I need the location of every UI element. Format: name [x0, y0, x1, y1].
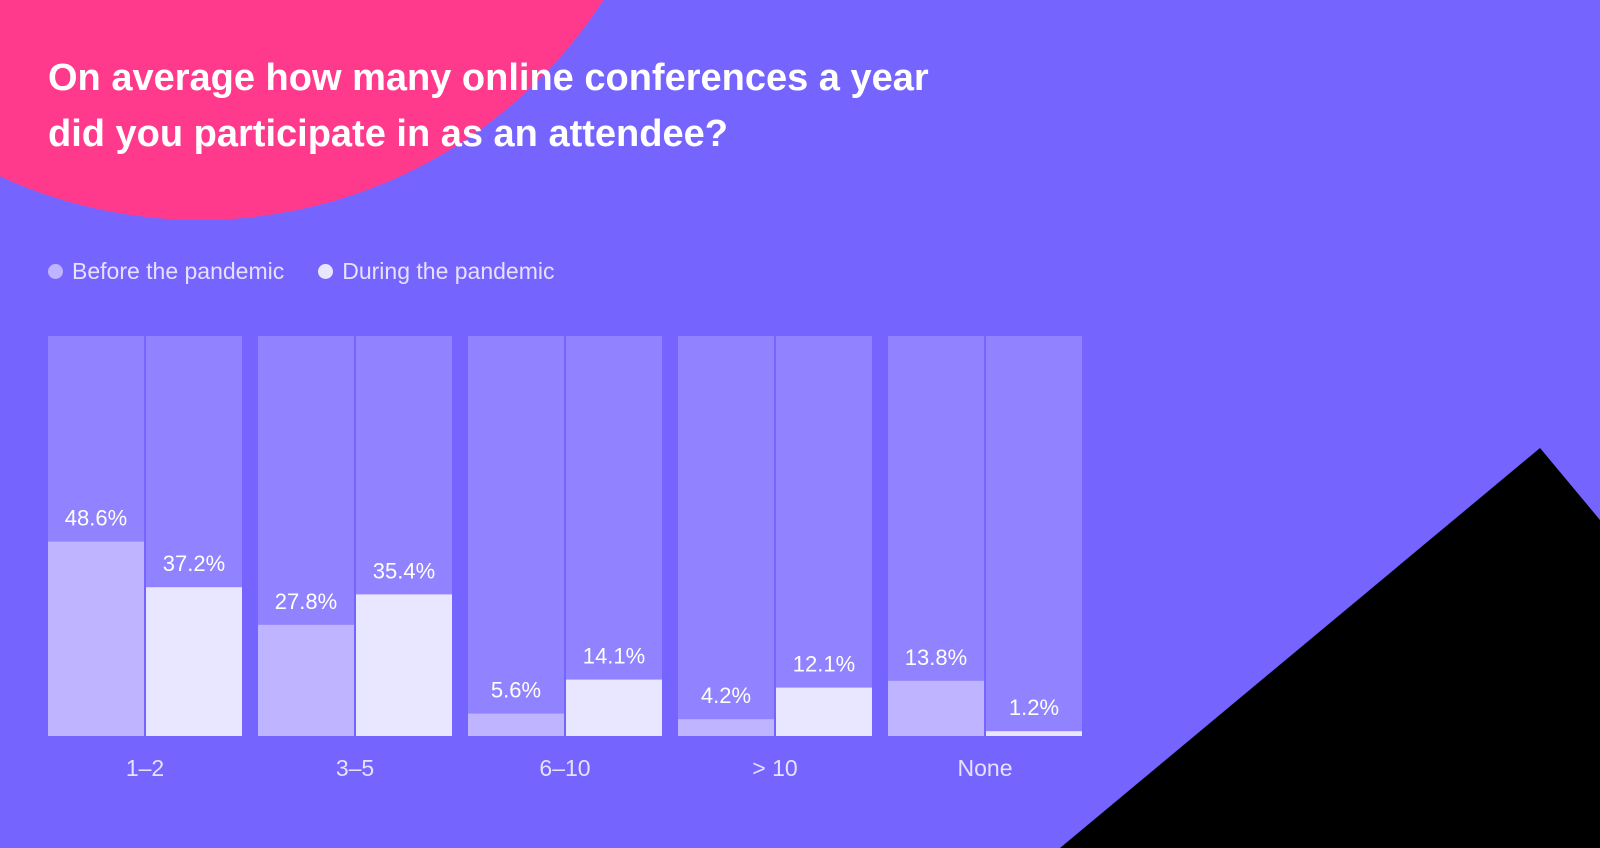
legend-label-before: Before the pandemic: [72, 258, 285, 284]
legend-item-during: During the pandemic: [318, 258, 554, 285]
data-label-before-4: 4.2%: [701, 683, 751, 708]
bar-before-5: [888, 680, 984, 736]
bar-during-3: [566, 679, 662, 736]
pink-blob: [0, 0, 604, 220]
bar-before-3: [468, 713, 564, 736]
data-label-during-1: 37.2%: [163, 551, 225, 576]
bar-before-1: [48, 541, 144, 736]
black-corner-shape: [1060, 448, 1600, 848]
data-label-during-2: 35.4%: [373, 558, 435, 583]
data-label-before-5: 13.8%: [905, 645, 967, 670]
legend-swatch-during: [318, 264, 334, 279]
data-label-before-2: 27.8%: [275, 589, 337, 614]
chart-title-line-1: On average how many online conferences a…: [48, 57, 929, 99]
column-bg-4-before: [678, 336, 774, 736]
legend-swatch-before: [48, 264, 63, 279]
column-bg-3-before: [468, 336, 564, 736]
category-label-3: 6–10: [539, 755, 590, 781]
chart-title: On average how many online conferences a…: [48, 50, 1048, 162]
bar-during-4: [776, 687, 872, 736]
bar-before-4: [678, 719, 774, 736]
legend-item-before: Before the pandemic: [48, 258, 284, 285]
category-label-4: > 10: [752, 755, 797, 781]
data-label-during-5: 1.2%: [1009, 695, 1059, 720]
bar-before-2: [258, 624, 354, 736]
column-bg-3-during: [566, 336, 662, 736]
category-label-1: 1–2: [126, 755, 164, 781]
data-label-during-4: 12.1%: [793, 652, 855, 677]
bar-during-2: [356, 594, 452, 736]
bar-during-5: [986, 731, 1082, 736]
category-label-2: 3–5: [336, 755, 374, 781]
data-label-before-3: 5.6%: [491, 678, 541, 703]
data-label-during-3: 14.1%: [583, 644, 645, 669]
column-bg-5-before: [888, 336, 984, 736]
legend-label-during: During the pandemic: [342, 258, 555, 284]
bar-during-1: [146, 587, 242, 736]
category-label-5: None: [958, 755, 1013, 781]
data-label-before-1: 48.6%: [65, 506, 127, 531]
chart-title-line-2: did you participate in as an attendee?: [48, 113, 728, 155]
column-bg-4-during: [776, 336, 872, 736]
legend: Before the pandemic During the pandemic: [48, 258, 554, 285]
column-bg-5-during: [986, 336, 1082, 736]
